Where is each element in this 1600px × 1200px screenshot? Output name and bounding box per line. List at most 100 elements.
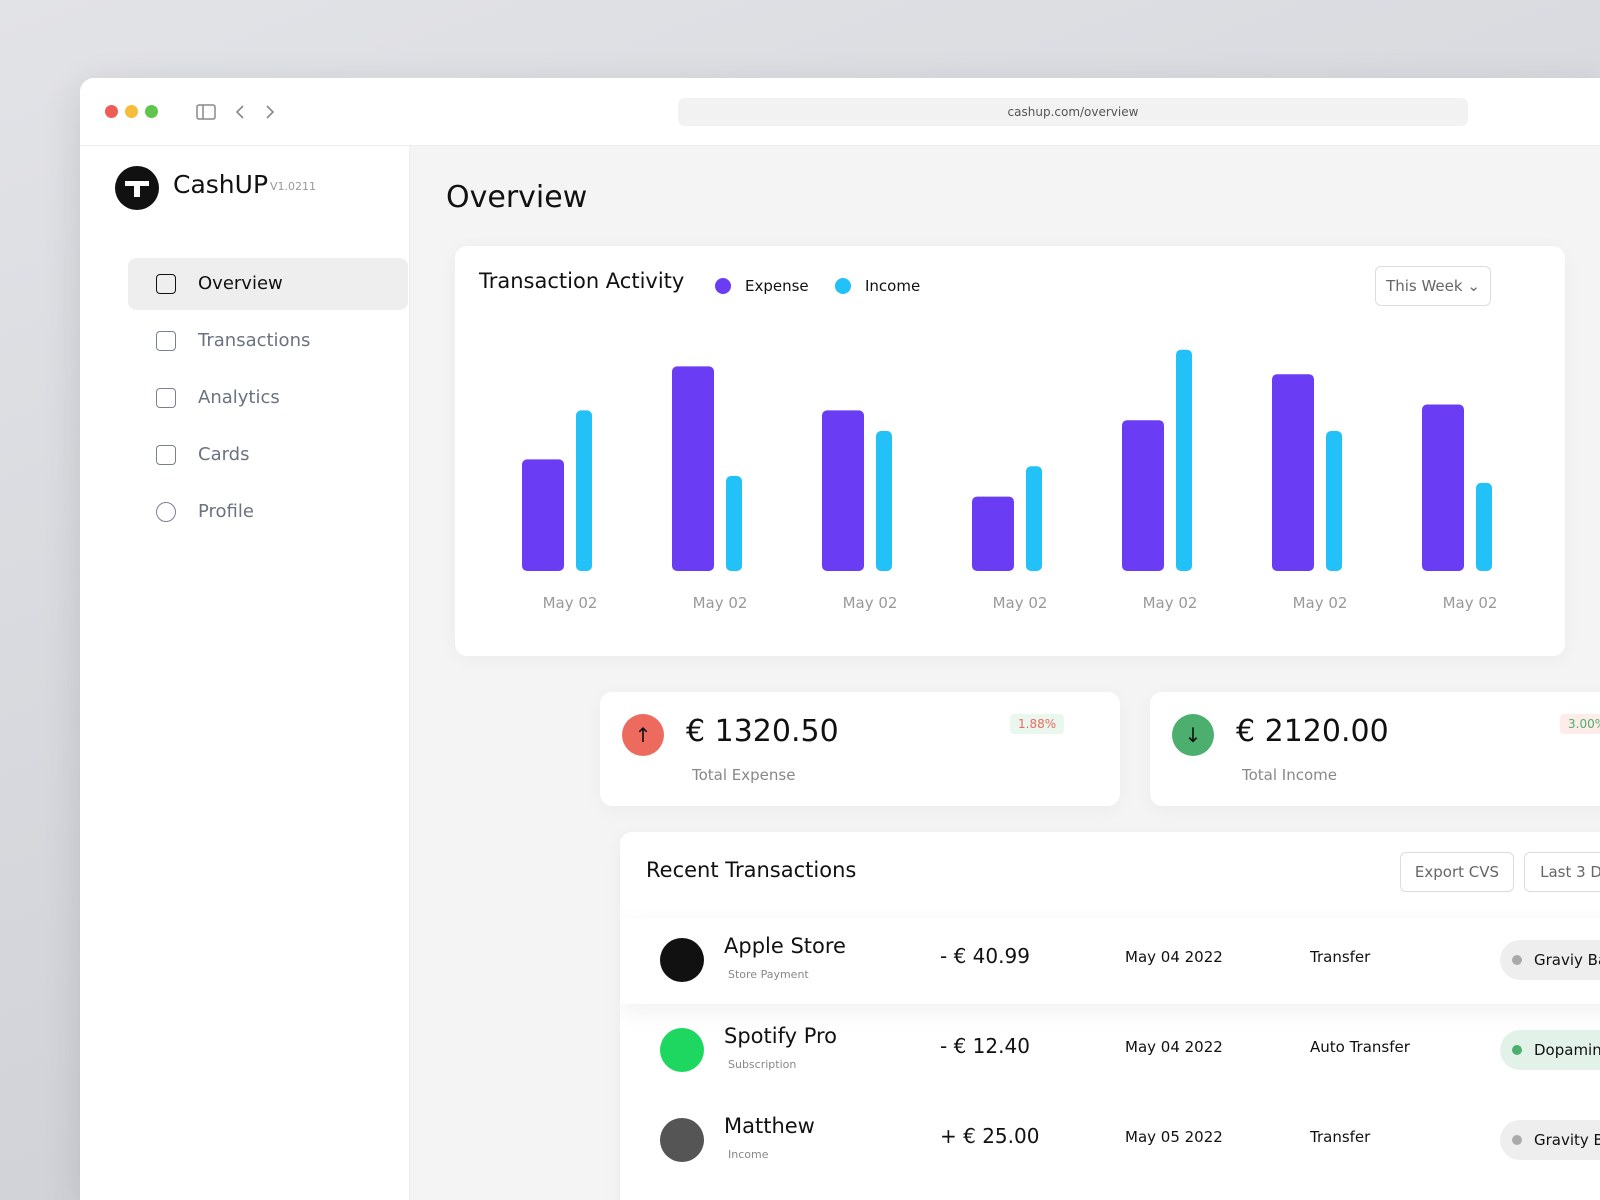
chart-card: Transaction Activity Expense Income May 02… — [455, 246, 1565, 656]
nav-item[interactable]: Profile — [128, 486, 408, 538]
logo — [115, 166, 159, 210]
x-tick-label: May 02 — [1143, 594, 1198, 612]
date: May 04 2022 — [1125, 1038, 1223, 1056]
stat-amount: € 2120.00 — [1236, 714, 1389, 749]
x-tick-label: May 02 — [1293, 594, 1348, 612]
date: May 04 2022 — [1125, 948, 1223, 966]
period-filter-label: This Week — [1386, 277, 1463, 295]
chart: Transaction Activity Expense Income May 02… — [478, 269, 1498, 612]
nav-item[interactable]: Overview — [128, 258, 408, 310]
range-button[interactable]: Last 3 Days — [1524, 852, 1600, 892]
x-tick-label: May 02 — [543, 594, 598, 612]
bank-name: Gravity Bank — [1534, 1131, 1600, 1149]
nav-label: Transactions — [198, 330, 311, 351]
transfer-type: Transfer — [1310, 948, 1371, 966]
legend-label: Expense — [745, 277, 809, 295]
x-tick-label: May 02 — [693, 594, 748, 612]
merchant-logo — [660, 1028, 704, 1072]
merchant-sub: Subscription — [728, 1058, 797, 1071]
merchant-name: Spotify Pro — [724, 1024, 838, 1048]
bar — [972, 496, 1014, 571]
merchant-name: Matthew — [724, 1114, 815, 1138]
stat-amount: € 1320.50 — [686, 714, 839, 749]
merchant-logo — [660, 1118, 704, 1162]
transaction-row[interactable]: Spotify Pro Subscription - € 12.40 May 04 2… — [620, 1008, 1600, 1094]
nav-icon — [156, 388, 176, 408]
bank-pill: Gravity Bank — [1500, 1120, 1600, 1160]
bar — [822, 410, 864, 571]
nav-icons[interactable] — [195, 102, 275, 122]
bar — [1422, 404, 1464, 571]
x-tick-label: May 02 — [993, 594, 1048, 612]
bar — [1272, 374, 1314, 571]
stat-icon: ↑ — [622, 714, 664, 756]
nav-icon — [156, 274, 176, 294]
amount: + € 25.00 — [940, 1124, 1040, 1148]
bar — [1176, 349, 1192, 571]
nav-item[interactable]: Transactions — [128, 315, 408, 367]
transactions-title: Recent Transactions — [646, 858, 857, 882]
nav-item[interactable]: Analytics — [128, 372, 408, 424]
amount: - € 12.40 — [940, 1034, 1030, 1058]
transfer-type: Auto Transfer — [1310, 1038, 1410, 1056]
bar — [1026, 466, 1042, 571]
stat-change: 3.00% — [1560, 714, 1600, 734]
bar — [726, 476, 742, 571]
nav-label: Profile — [198, 501, 254, 522]
amount: - € 40.99 — [940, 944, 1030, 968]
browser-window: cashup.com/overview CashUP V1.0211 Overv… — [80, 78, 1600, 1200]
bar — [876, 430, 892, 571]
version: V1.0211 — [270, 180, 317, 193]
stat-card: ↑ € 1320.50 Total Expense 1.88% — [600, 692, 1120, 806]
bank-dot — [1512, 1135, 1522, 1145]
merchant-logo — [660, 938, 704, 982]
bank-name: Dopamine Inc — [1534, 1041, 1600, 1059]
stat-label: Total Income — [1242, 766, 1337, 784]
x-tick-label: May 02 — [1443, 594, 1498, 612]
bank-pill: Graviy Bank — [1500, 940, 1600, 980]
bank-name: Graviy Bank — [1534, 951, 1600, 969]
date: May 05 2022 — [1125, 1128, 1223, 1146]
nav-label: Analytics — [198, 387, 280, 408]
legend-swatch — [835, 278, 851, 294]
transactions-card: Recent Transactions Export CVS Last 3 Da… — [620, 832, 1600, 1200]
main-content: Overview Transaction Activity Expense Inc… — [410, 146, 1600, 1200]
stat-icon: ↓ — [1172, 714, 1214, 756]
legend-label: Income — [865, 277, 920, 295]
browser-toolbar: cashup.com/overview — [80, 78, 1600, 146]
stat-change: 1.88% — [1010, 714, 1065, 734]
nav-icon — [156, 331, 176, 351]
bank-dot — [1512, 955, 1522, 965]
merchant-sub: Income — [728, 1148, 769, 1161]
stat-label: Total Expense — [692, 766, 796, 784]
period-filter[interactable]: This Week ⌄ — [1375, 266, 1491, 306]
bar — [1326, 430, 1342, 571]
export-button[interactable]: Export CVS — [1400, 852, 1514, 892]
transfer-type: Transfer — [1310, 1128, 1371, 1146]
bar — [1476, 482, 1492, 571]
transaction-row[interactable]: Apple Store Store Payment - € 40.99 May 04 … — [620, 918, 1600, 1004]
merchant-sub: Store Payment — [728, 968, 809, 981]
address-bar[interactable]: cashup.com/overview — [678, 98, 1468, 126]
sidebar: CashUP V1.0211 Overview Transactions Analy… — [80, 146, 410, 1200]
bar — [522, 459, 564, 571]
nav-icon — [156, 502, 176, 522]
close-button[interactable] — [105, 105, 118, 118]
bar — [1122, 420, 1164, 571]
zoom-button[interactable] — [145, 105, 158, 118]
bar — [672, 366, 714, 571]
transaction-row[interactable]: Matthew Income + € 25.00 May 05 2022 Transfe… — [620, 1098, 1600, 1184]
x-tick-label: May 02 — [843, 594, 898, 612]
nav-item[interactable]: Cards — [128, 429, 408, 481]
nav-label: Overview — [198, 273, 283, 294]
nav-icon — [156, 445, 176, 465]
page-title: Overview — [446, 180, 588, 215]
legend-swatch — [715, 278, 731, 294]
minimize-button[interactable] — [125, 105, 138, 118]
bank-pill: Dopamine Inc — [1500, 1030, 1600, 1070]
stat-card: ↓ € 2120.00 Total Income 3.00% — [1150, 692, 1600, 806]
brand: CashUP — [173, 170, 269, 199]
chart-title: Transaction Activity — [478, 269, 684, 293]
nav-label: Cards — [198, 444, 250, 465]
